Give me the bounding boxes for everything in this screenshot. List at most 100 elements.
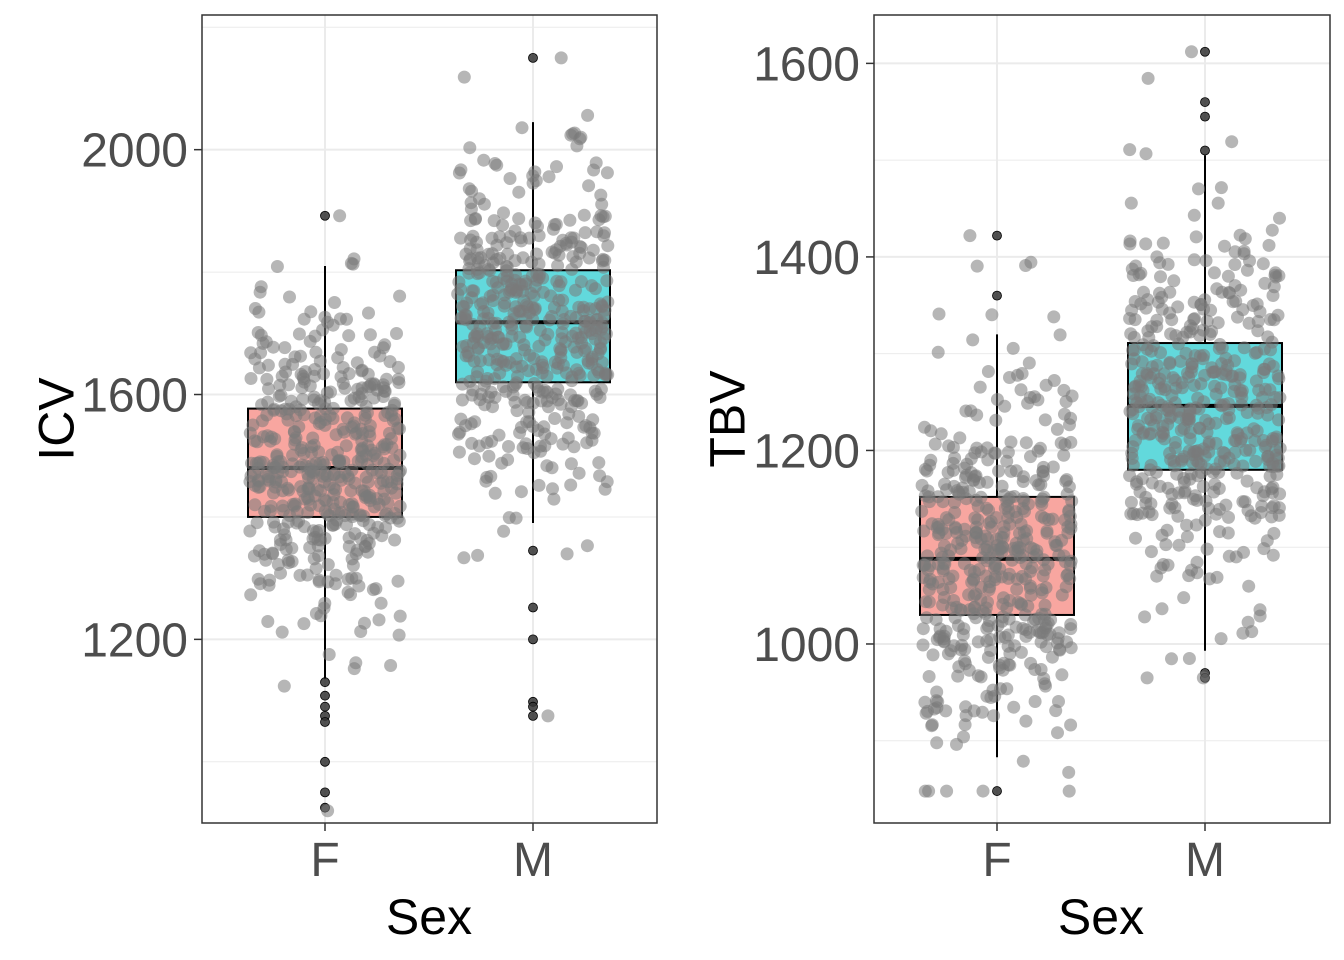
data-point <box>1266 548 1280 562</box>
data-point <box>570 139 584 153</box>
data-point <box>538 427 552 441</box>
data-point <box>380 507 393 521</box>
data-point <box>1228 258 1242 271</box>
data-point <box>1151 396 1165 410</box>
data-point <box>355 364 369 378</box>
outlier-point <box>1200 97 1210 107</box>
data-point <box>333 454 346 468</box>
data-point <box>1217 398 1231 411</box>
data-point <box>984 515 998 528</box>
data-point <box>996 610 1010 624</box>
data-point <box>948 451 962 465</box>
data-point <box>288 497 302 511</box>
data-point <box>1255 499 1269 513</box>
data-point <box>1001 511 1015 525</box>
outlier-point <box>320 701 330 712</box>
data-point <box>1059 395 1073 409</box>
data-point <box>1023 581 1037 595</box>
data-point <box>1163 355 1177 369</box>
data-point <box>334 370 348 384</box>
data-point <box>1060 487 1074 501</box>
data-point <box>1057 549 1071 563</box>
data-point <box>995 479 1009 493</box>
data-point <box>1273 211 1286 225</box>
data-point <box>1251 315 1265 328</box>
data-point <box>1185 360 1199 374</box>
data-point <box>349 571 363 585</box>
data-point <box>926 648 940 662</box>
data-point <box>1218 239 1231 253</box>
data-point <box>1034 478 1048 492</box>
data-point <box>1214 632 1228 646</box>
data-point <box>1168 441 1182 455</box>
data-point <box>520 396 534 409</box>
data-point <box>936 495 950 509</box>
data-point <box>955 638 969 652</box>
data-point <box>554 345 568 359</box>
data-point <box>550 160 563 174</box>
data-point <box>1172 538 1186 552</box>
data-point <box>923 575 937 589</box>
data-point <box>1164 453 1178 466</box>
outlier-point <box>1200 111 1210 122</box>
data-point <box>1240 406 1254 419</box>
data-point <box>1157 427 1170 440</box>
data-point <box>1063 572 1077 586</box>
data-point <box>942 439 956 453</box>
data-point <box>592 456 606 470</box>
data-point <box>1051 726 1064 740</box>
data-point <box>310 525 324 539</box>
data-point <box>356 514 370 528</box>
data-point <box>918 695 932 709</box>
data-point <box>318 504 332 518</box>
data-point <box>1007 700 1021 714</box>
data-point <box>527 289 541 303</box>
data-point <box>1124 196 1138 210</box>
data-point <box>993 630 1007 644</box>
data-point <box>572 466 586 480</box>
data-point <box>980 475 994 489</box>
data-point <box>1219 498 1233 512</box>
data-point <box>526 169 540 183</box>
data-point <box>468 212 482 226</box>
data-point <box>1180 530 1194 544</box>
data-point <box>946 569 960 583</box>
data-point <box>1139 237 1153 251</box>
data-point <box>301 482 315 496</box>
data-point <box>513 330 527 344</box>
data-point <box>289 431 303 445</box>
data-point <box>973 380 987 394</box>
data-point <box>1017 470 1030 484</box>
data-point <box>974 670 988 684</box>
data-point <box>1006 341 1020 355</box>
data-point <box>318 395 332 409</box>
data-point <box>274 404 288 418</box>
data-point <box>526 420 540 433</box>
data-point <box>355 393 368 407</box>
data-point <box>957 622 971 636</box>
data-point <box>297 447 311 460</box>
data-point <box>1233 368 1247 382</box>
data-point <box>1184 45 1198 59</box>
data-point <box>487 344 501 358</box>
data-point <box>463 141 477 155</box>
data-point <box>336 422 350 436</box>
data-point <box>1041 557 1055 571</box>
data-point <box>1028 695 1042 708</box>
data-point <box>509 300 523 314</box>
data-point <box>1272 413 1286 427</box>
data-point <box>970 408 984 422</box>
data-point <box>1272 269 1286 283</box>
data-point <box>988 573 1002 587</box>
data-point <box>502 440 515 453</box>
data-point <box>1149 465 1163 479</box>
outlier-point <box>528 52 538 63</box>
data-point <box>289 409 303 423</box>
data-point <box>294 349 307 363</box>
data-point <box>392 372 406 386</box>
data-point <box>503 230 517 243</box>
data-point <box>1267 280 1281 294</box>
data-point <box>1064 718 1078 732</box>
data-point <box>543 313 557 327</box>
